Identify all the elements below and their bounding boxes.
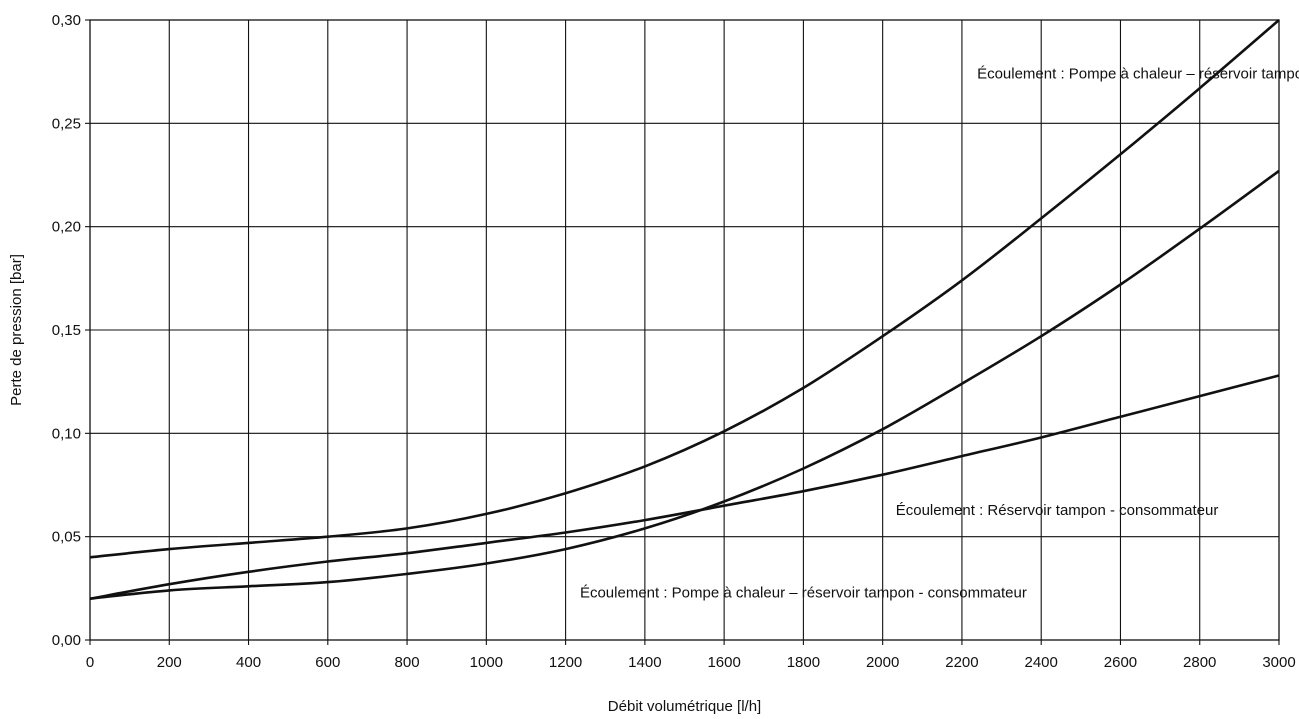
x-tick-label: 1600 (707, 654, 740, 671)
series-line-1 (89, 19, 1280, 559)
y-tick-label: 0,20 (52, 219, 81, 236)
x-tick-label: 1200 (549, 654, 582, 671)
series-line-3 (89, 374, 1280, 600)
x-tick-label: 2800 (1183, 654, 1216, 671)
y-tick-label: 0,15 (52, 322, 81, 339)
y-axis-ticks: 0,00 0,05 0,10 0,15 0,20 0,25 0,30 (52, 12, 90, 649)
x-tick-label: 600 (315, 654, 340, 671)
grid-lines (90, 20, 1279, 640)
x-tick-label: 2000 (866, 654, 899, 671)
x-tick-label: 1800 (787, 654, 820, 671)
curve-annotation-1: Écoulement : Pompe à chaleur – réservoir… (977, 66, 1299, 83)
x-tick-label: 2200 (945, 654, 978, 671)
x-tick-label: 800 (395, 654, 420, 671)
x-tick-label: 0 (86, 654, 94, 671)
curve-annotation-2: Écoulement : Réservoir tampon - consomma… (896, 502, 1219, 519)
curve-annotation-3: Écoulement : Pompe à chaleur – réservoir… (580, 584, 1027, 601)
x-tick-label: 2400 (1025, 654, 1058, 671)
x-tick-label: 2600 (1104, 654, 1137, 671)
x-tick-label: 400 (236, 654, 261, 671)
y-tick-label: 0,10 (52, 425, 81, 442)
x-axis-ticks: 0 200 400 600 800 1000 1200 1400 1600 1800 2000 220… (86, 640, 1296, 671)
y-tick-label: 0,25 (52, 115, 81, 132)
y-tick-label: 0,30 (52, 12, 81, 29)
x-tick-label: 1000 (470, 654, 503, 671)
x-tick-label: 200 (157, 654, 182, 671)
y-tick-label: 0,00 (52, 632, 81, 649)
annotations: Écoulement : Pompe à chaleur – réservoir… (580, 66, 1299, 602)
x-tick-label: 3000 (1262, 654, 1295, 671)
y-axis-title: Perte de pression [bar] (8, 254, 25, 406)
x-tick-label: 1400 (628, 654, 661, 671)
x-axis-title: Débit volumétrique [l/h] (608, 698, 761, 715)
series-lines (89, 19, 1280, 600)
y-tick-label: 0,05 (52, 529, 81, 546)
